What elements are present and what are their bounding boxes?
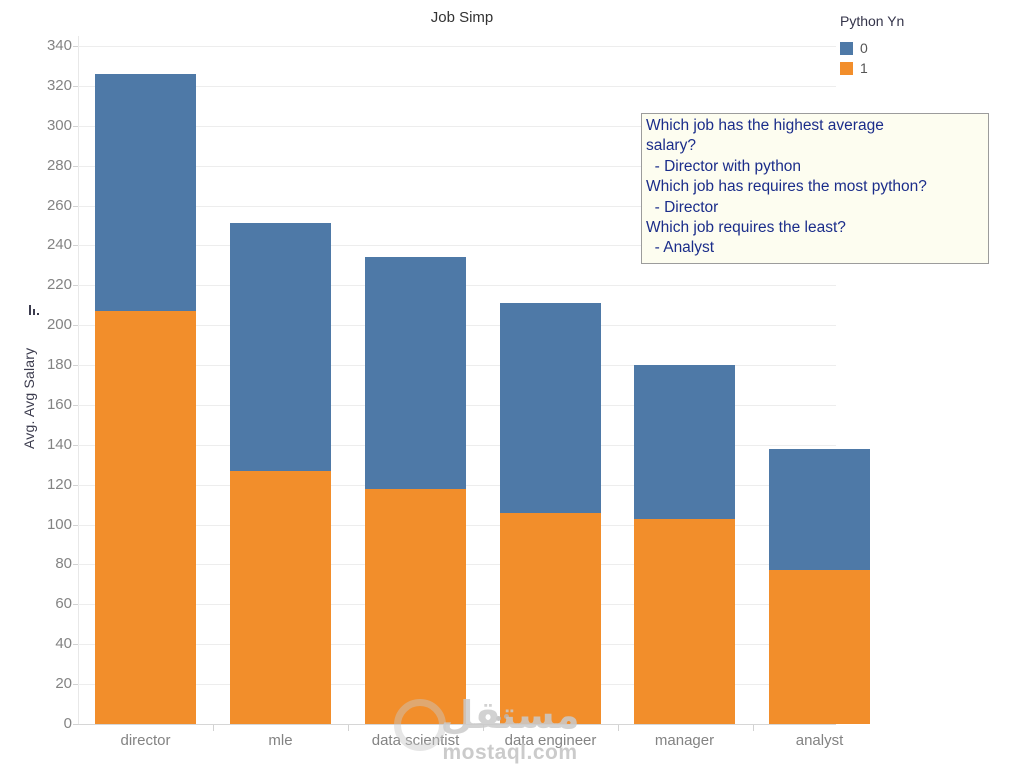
y-tick-mark xyxy=(73,85,78,87)
y-tick-label: 40 xyxy=(55,635,72,653)
y-tick-label: 120 xyxy=(46,475,72,493)
y-tick-label: 240 xyxy=(46,236,72,254)
sort-descending-icon[interactable] xyxy=(29,303,43,315)
x-axis-labels: director mle data scientist data engineer ma… xyxy=(78,731,846,753)
legend: Python Yn 0 1 xyxy=(840,13,904,78)
x-category-label-data-engineer: data engineer xyxy=(504,732,597,749)
category-boundary-tick xyxy=(483,725,484,731)
y-tick-label: 220 xyxy=(46,276,72,294)
bar-segment-manager-python-0[interactable] xyxy=(634,365,735,519)
legend-item-python-0[interactable]: 0 xyxy=(840,38,904,58)
gridline-260 xyxy=(78,205,836,207)
bar-segment-manager-python-1[interactable] xyxy=(634,518,735,724)
annotation-line: Which job requires the least? xyxy=(646,219,846,237)
y-tick-mark xyxy=(73,285,78,287)
y-tick-label: 260 xyxy=(46,196,72,214)
category-boundary-tick xyxy=(213,725,214,731)
y-tick-label: 300 xyxy=(46,116,72,134)
category-boundary-tick xyxy=(348,725,349,731)
y-tick-mark xyxy=(73,724,78,725)
y-tick-label: 160 xyxy=(46,395,72,413)
annotation-box: Which job has the highest average salary?… xyxy=(641,113,989,264)
legend-swatch-orange xyxy=(840,61,853,75)
bar-segment-analyst-python-0[interactable] xyxy=(769,448,870,571)
y-tick-label: 280 xyxy=(46,156,72,174)
y-tick-mark xyxy=(73,404,78,406)
y-tick-label: 200 xyxy=(46,316,72,334)
legend-item-label: 1 xyxy=(860,60,868,76)
gridline-340 xyxy=(78,46,836,47)
annotation-line: - Director with python xyxy=(646,157,802,175)
x-category-label-data-scientist: data scientist xyxy=(371,732,460,749)
gridline-300 xyxy=(78,125,836,127)
x-category-label-analyst: analyst xyxy=(795,732,844,749)
x-category-label-manager: manager xyxy=(654,732,715,749)
y-tick-mark xyxy=(73,524,78,526)
x-category-label-director: director xyxy=(120,732,171,749)
y-tick-mark xyxy=(73,444,78,446)
annotation-line: - Director xyxy=(646,198,719,216)
y-tick-label: 80 xyxy=(55,555,72,573)
category-boundary-tick xyxy=(617,725,619,731)
bar-segment-data-engineer-python-1[interactable] xyxy=(500,512,601,724)
legend-title: Python Yn xyxy=(840,13,905,29)
legend-swatch-blue xyxy=(840,41,853,55)
bar-segment-mle-python-0[interactable] xyxy=(230,223,331,471)
legend-item-python-1[interactable]: 1 xyxy=(840,58,904,78)
y-tick-mark xyxy=(73,365,78,367)
chart-title: Job Simp xyxy=(430,9,494,26)
y-tick-label: 0 xyxy=(63,715,72,732)
y-tick-label: 60 xyxy=(55,595,72,613)
legend-item-label: 0 xyxy=(860,40,868,56)
bar-segment-director-python-1[interactable] xyxy=(95,311,196,724)
gridline-280 xyxy=(78,165,836,167)
y-tick-mark xyxy=(73,165,78,167)
y-tick-mark xyxy=(73,245,78,247)
y-tick-mark xyxy=(73,46,78,47)
y-tick-label: 100 xyxy=(46,515,72,533)
bar-segment-analyst-python-1[interactable] xyxy=(769,570,870,724)
bar-segment-mle-python-1[interactable] xyxy=(230,470,331,724)
y-tick-mark xyxy=(73,484,78,486)
annotation-line: Which job has the highest average xyxy=(646,117,884,134)
y-tick-mark xyxy=(73,644,78,646)
plot-area xyxy=(78,36,870,725)
category-boundary-tick xyxy=(752,725,754,731)
bar-segment-data-scientist-python-0[interactable] xyxy=(365,257,466,489)
y-axis-line xyxy=(78,36,79,724)
annotation-line: - Analyst xyxy=(646,239,715,257)
gridline-320 xyxy=(78,85,836,87)
gridline-240 xyxy=(78,245,836,247)
y-tick-mark xyxy=(73,564,78,566)
annotation-line: Which job has requires the most python? xyxy=(646,178,927,196)
y-tick-label: 180 xyxy=(46,356,72,374)
y-axis-title: Avg. Avg Salary xyxy=(21,347,37,449)
y-tick-label: 320 xyxy=(46,76,72,94)
y-tick-label: 340 xyxy=(46,37,72,54)
bar-segment-director-python-0[interactable] xyxy=(95,73,196,312)
x-axis-line xyxy=(78,724,836,725)
y-tick-mark xyxy=(73,684,78,686)
x-category-label-mle: mle xyxy=(268,732,293,749)
y-tick-label: 140 xyxy=(46,435,72,453)
y-tick-mark xyxy=(73,604,78,606)
y-tick-mark xyxy=(73,205,78,207)
y-tick-mark xyxy=(73,125,78,127)
y-tick-label: 20 xyxy=(55,675,72,693)
bar-segment-data-scientist-python-1[interactable] xyxy=(365,488,466,724)
bar-segment-data-engineer-python-0[interactable] xyxy=(500,303,601,513)
y-tick-mark xyxy=(73,325,78,327)
annotation-line: salary? xyxy=(646,137,696,155)
